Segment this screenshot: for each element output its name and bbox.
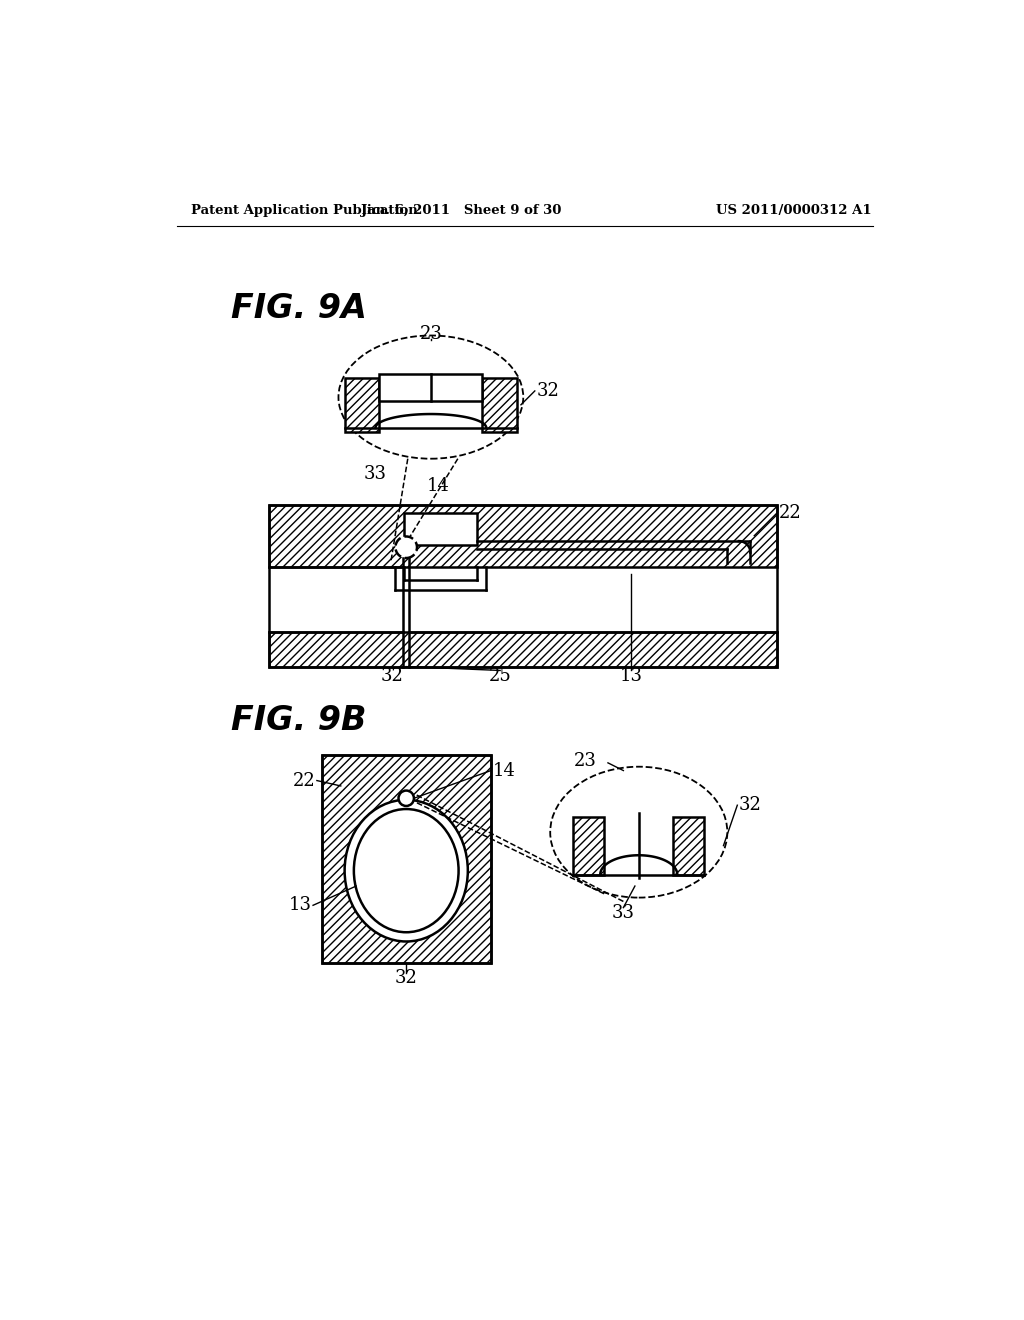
Text: 13: 13: [289, 896, 311, 915]
Text: 33: 33: [364, 465, 386, 483]
Bar: [345, 378, 379, 432]
Bar: [403, 512, 477, 545]
Bar: [322, 755, 490, 964]
Bar: [322, 755, 490, 964]
Text: FIG. 9B: FIG. 9B: [230, 704, 367, 737]
Text: 25: 25: [488, 667, 512, 685]
Text: 14: 14: [427, 477, 450, 495]
Ellipse shape: [550, 767, 727, 898]
Bar: [379, 374, 482, 401]
Ellipse shape: [354, 809, 459, 932]
Text: 33: 33: [612, 904, 635, 921]
Bar: [269, 504, 777, 566]
Text: 32: 32: [395, 969, 418, 987]
Text: 32: 32: [381, 667, 403, 685]
Bar: [674, 817, 705, 875]
Text: 23: 23: [573, 752, 596, 771]
Text: FIG. 9A: FIG. 9A: [230, 292, 367, 325]
Bar: [269, 632, 777, 667]
Text: 32: 32: [739, 796, 762, 814]
Circle shape: [395, 536, 417, 558]
Bar: [269, 506, 777, 667]
Bar: [573, 817, 604, 875]
Text: Jan. 6, 2011   Sheet 9 of 30: Jan. 6, 2011 Sheet 9 of 30: [361, 205, 562, 218]
Text: 23: 23: [420, 325, 442, 343]
Text: 14: 14: [493, 762, 515, 780]
Ellipse shape: [345, 800, 468, 941]
Bar: [482, 378, 517, 432]
Text: Patent Application Publication: Patent Application Publication: [190, 205, 418, 218]
Text: 32: 32: [538, 381, 560, 400]
Ellipse shape: [339, 335, 523, 459]
Text: US 2011/0000312 A1: US 2011/0000312 A1: [716, 205, 871, 218]
Text: 22: 22: [779, 504, 802, 521]
Text: 13: 13: [620, 667, 643, 685]
Circle shape: [398, 791, 414, 807]
Text: 22: 22: [293, 772, 315, 789]
